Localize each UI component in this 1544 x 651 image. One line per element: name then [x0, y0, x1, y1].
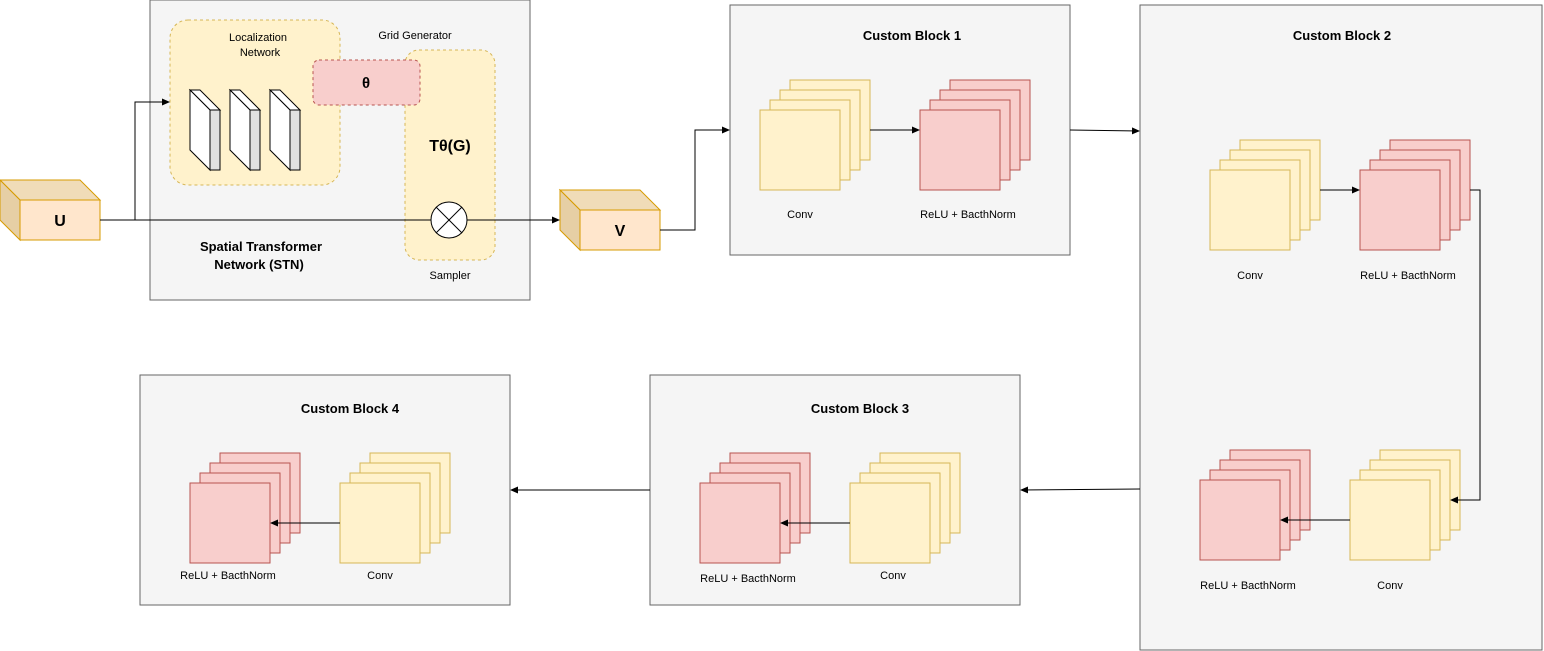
- custom-block-4: Custom Block 4 ReLU + BacthNorm Conv: [139, 374, 511, 606]
- block1-relu-stack: [919, 79, 1031, 191]
- block2-title: Custom Block 2: [1293, 28, 1391, 43]
- block4-title: Custom Block 4: [301, 401, 400, 416]
- custom-block-2: Custom Block 2 Conv ReLU + BacthNorm: [1139, 4, 1543, 651]
- block3-conv-label: Conv: [880, 570, 906, 582]
- connectors: [100, 98, 1481, 527]
- block4-conv-stack: [339, 452, 451, 564]
- grid-generator-box: [404, 49, 496, 261]
- sampler-multiply-icon: [430, 201, 468, 239]
- block2-relu2-label: ReLU + BacthNorm: [1200, 580, 1296, 592]
- block1-conv-label: Conv: [787, 209, 813, 221]
- block4-relu-stack: [189, 452, 301, 564]
- block2-conv-label: Conv: [1237, 270, 1263, 282]
- localization-label-1: Localization: [229, 32, 287, 44]
- arrow-block2-relu-to-conv2: [1450, 189, 1481, 504]
- block3-title: Custom Block 3: [811, 401, 909, 416]
- block4-conv-label: Conv: [367, 570, 393, 582]
- block1-conv-stack: [759, 79, 871, 191]
- output-label: V: [615, 223, 626, 240]
- localization-layer-3: [268, 88, 302, 172]
- block4-relu-label: ReLU + BacthNorm: [180, 570, 276, 582]
- block2-conv-stack-top: [1209, 139, 1321, 251]
- block1-title: Custom Block 1: [863, 28, 961, 43]
- input-label: U: [54, 213, 66, 230]
- block2-conv-stack-bottom: [1349, 449, 1461, 561]
- block2-relu-stack-top: [1359, 139, 1471, 251]
- localization-label-2: Network: [240, 47, 281, 59]
- custom-block-3: Custom Block 3 ReLU + BacthNorm Conv: [649, 374, 1021, 606]
- theta-label: θ: [362, 75, 370, 92]
- localization-layer-2: [228, 88, 262, 172]
- localization-layer-1: [188, 88, 222, 172]
- block3-relu-stack: [699, 452, 811, 564]
- arrow-block2-to-block3: [1020, 486, 1141, 494]
- stn-panel: Localization Network Grid Generator θ Tθ…: [149, 0, 531, 301]
- block3-conv-stack: [849, 452, 961, 564]
- arrow-v-to-block1: [660, 126, 730, 231]
- arrow-block1-to-block2: [1069, 127, 1140, 135]
- output-cube-v: V: [558, 188, 662, 252]
- grid-generator-label: Grid Generator: [378, 30, 452, 42]
- sampler-label: Sampler: [430, 270, 471, 282]
- block2-conv2-label: Conv: [1377, 580, 1403, 592]
- stn-title-1: Spatial Transformer: [200, 239, 322, 254]
- block3-relu-label: ReLU + BacthNorm: [700, 573, 796, 585]
- block1-relu-label: ReLU + BacthNorm: [920, 209, 1016, 221]
- stn-title-2: Network (STN): [214, 257, 304, 272]
- transform-label: Tθ(G): [429, 138, 471, 155]
- theta-box: [312, 59, 421, 106]
- block2-relu-label: ReLU + BacthNorm: [1360, 270, 1456, 282]
- block2-relu-stack-bottom: [1199, 449, 1311, 561]
- input-cube-u: U: [0, 179, 102, 242]
